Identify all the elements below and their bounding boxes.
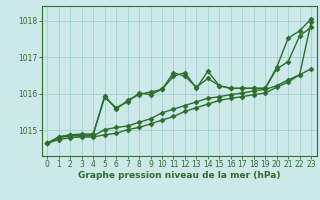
X-axis label: Graphe pression niveau de la mer (hPa): Graphe pression niveau de la mer (hPa) <box>78 171 280 180</box>
